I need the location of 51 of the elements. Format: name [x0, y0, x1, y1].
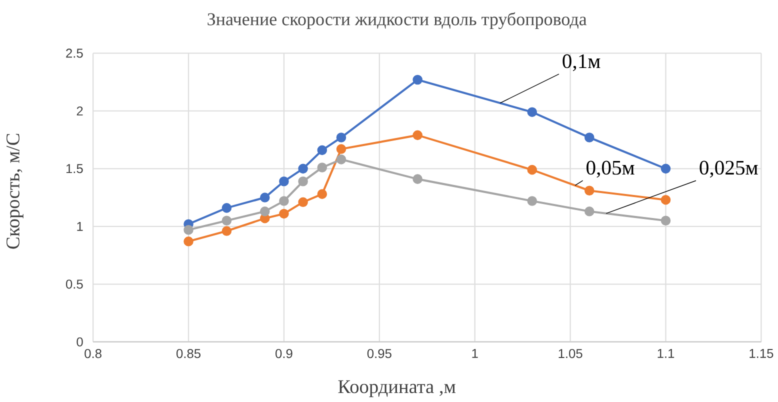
point	[222, 203, 232, 213]
point	[222, 226, 232, 236]
point	[317, 162, 328, 173]
x-tick-label: 0.8	[84, 349, 102, 358]
point	[412, 174, 422, 184]
x-tick-label: 1.1	[658, 349, 674, 358]
x-tick-label: 0.85	[176, 349, 200, 358]
point	[336, 144, 346, 154]
point	[660, 195, 671, 205]
y-tick-label: 2	[76, 106, 83, 116]
point	[660, 216, 671, 226]
point	[527, 107, 538, 118]
point	[527, 165, 538, 175]
point	[184, 225, 194, 235]
y-tick-label: 0.5	[66, 280, 83, 289]
y-tick-label: 1	[77, 222, 83, 232]
y-tick-label: 0	[76, 338, 83, 347]
point	[279, 196, 289, 206]
x-tick-label: 0.95	[367, 349, 392, 358]
text: 0,025м	[700, 160, 758, 178]
point	[584, 132, 594, 143]
x-tick-label: 1.15	[750, 349, 774, 358]
point	[412, 75, 422, 85]
point	[279, 176, 289, 186]
x-axis-title: Координата ,м	[338, 380, 456, 398]
point	[317, 189, 328, 200]
text: 0,1м	[562, 54, 600, 72]
x-tick-label: 1.05	[558, 349, 582, 358]
point	[412, 130, 422, 140]
point	[298, 197, 308, 208]
point	[584, 186, 594, 196]
point	[222, 216, 232, 226]
point	[660, 164, 671, 174]
y-tick-label: 2.5	[66, 48, 83, 58]
point	[184, 236, 194, 246]
point	[260, 192, 270, 203]
series-label: 0,05м	[586, 160, 634, 178]
point	[298, 164, 308, 174]
point	[279, 208, 289, 219]
point	[527, 196, 538, 206]
point	[298, 176, 308, 186]
point	[260, 206, 270, 216]
point	[336, 132, 346, 143]
x-tick-label: 1	[472, 349, 478, 358]
x-tick-label: 0.9	[276, 349, 292, 358]
y-tick-label: 1.5	[66, 164, 83, 174]
y-axis-title: Скорость, м/С	[6, 134, 24, 249]
chart-title: Значение скорости жидкости вдоль трубопровода	[208, 12, 587, 30]
point	[336, 154, 346, 164]
point	[317, 145, 328, 156]
point	[584, 206, 594, 216]
